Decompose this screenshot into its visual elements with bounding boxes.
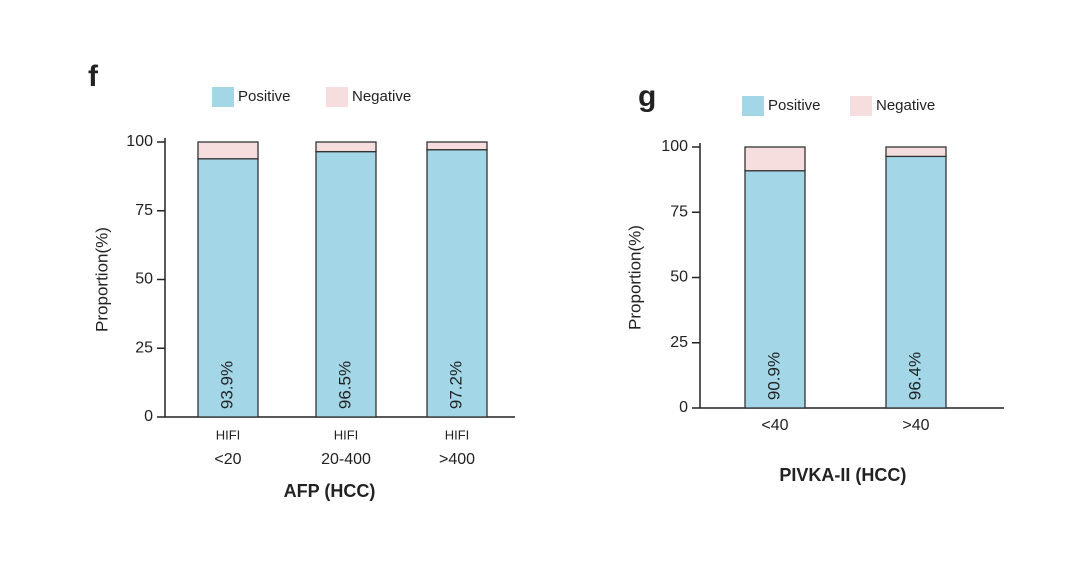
- bar-segment: [426, 141, 488, 151]
- y-tick-label: 100: [661, 138, 688, 155]
- legend-label: Negative: [876, 97, 935, 114]
- value-label: 90.9%: [764, 352, 783, 400]
- value-label: 96.5%: [335, 361, 354, 409]
- value-label: 93.9%: [217, 361, 236, 409]
- x-tick-label: <20: [214, 451, 241, 468]
- x-tick-label: >40: [902, 417, 929, 434]
- x-tick-label: HIFI: [216, 427, 241, 442]
- bar-segment: [426, 149, 488, 418]
- x-tick-label: <40: [761, 417, 788, 434]
- legend-swatch: [742, 96, 764, 116]
- y-tick-label: 25: [135, 339, 153, 356]
- legend-label: Positive: [768, 97, 821, 114]
- bar-segment: [197, 158, 259, 418]
- legend-label: Negative: [352, 88, 411, 105]
- y-tick-label: 0: [144, 408, 153, 425]
- bar-segment: [315, 150, 377, 418]
- legend-swatch: [212, 87, 234, 107]
- y-tick-label: 0: [679, 399, 688, 416]
- legend-swatch: [850, 96, 872, 116]
- value-label: 97.2%: [446, 361, 465, 409]
- bar-segment: [885, 146, 947, 158]
- x-tick-label: HIFI: [334, 427, 359, 442]
- legend-swatch: [326, 87, 348, 107]
- y-tick-label: 50: [670, 269, 688, 286]
- x-tick-label: 20-400: [321, 451, 371, 468]
- y-tick-label: 50: [135, 271, 153, 288]
- value-label: 96.4%: [905, 352, 924, 400]
- y-tick-label: 100: [126, 133, 153, 150]
- legend-label: Positive: [238, 88, 291, 105]
- bar-segment: [315, 141, 377, 153]
- x-tick-label: HIFI: [445, 427, 470, 442]
- bar-segment: [744, 170, 806, 409]
- y-tick-label: 75: [670, 203, 688, 220]
- y-tick-label: 75: [135, 202, 153, 219]
- panel-label: f: [88, 60, 99, 93]
- x-tick-label: >400: [439, 451, 475, 468]
- y-axis-label: Proportion(%): [625, 225, 644, 330]
- bar-segment: [885, 155, 947, 409]
- panel-label: g: [638, 80, 656, 113]
- bar-segment: [197, 141, 259, 160]
- y-tick-label: 25: [670, 334, 688, 351]
- x-axis-label: PIVKA-II (HCC): [779, 465, 906, 485]
- y-axis-label: Proportion(%): [92, 227, 111, 332]
- x-axis-label: AFP (HCC): [284, 481, 376, 501]
- bar-segment: [744, 146, 806, 172]
